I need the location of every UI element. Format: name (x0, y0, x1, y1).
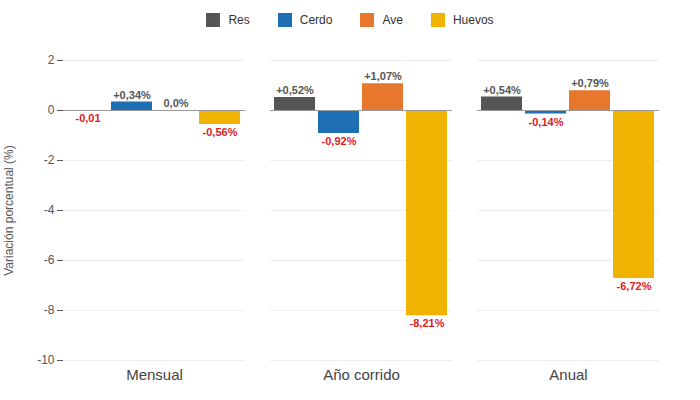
html-text:Ave: Ave (382, 13, 403, 27)
svg-text:Variación porcentual (%): Variación porcentual (%) (2, 145, 16, 276)
svg-text:-0,92%: -0,92% (322, 135, 357, 147)
svg-text:2: 2 (48, 53, 55, 67)
svg-text:-0,14%: -0,14% (529, 116, 564, 128)
svg-text:+0,54%: +0,54% (483, 84, 521, 96)
svg-text:Año corrido: Año corrido (323, 366, 400, 383)
svg-text:0: 0 (48, 103, 55, 117)
svg-text:-10: -10 (37, 353, 55, 367)
svg-text:-0,01: -0,01 (75, 112, 100, 124)
svg-text:-6,72%: -6,72% (617, 280, 652, 292)
svg-text:0,0%: 0,0% (163, 97, 188, 109)
html-text:Res: Res (228, 13, 250, 27)
svg-text:-8: -8 (44, 303, 55, 317)
html-text:Huevos: Huevos (452, 13, 494, 27)
svg-text:-8,21%: -8,21% (410, 317, 445, 329)
svg-text:Anual: Anual (549, 366, 587, 383)
svg-text:-0,56%: -0,56% (203, 126, 238, 138)
html-text:Cerdo: Cerdo (299, 13, 333, 27)
svg-text:-6: -6 (44, 253, 55, 267)
svg-text:+1,07%: +1,07% (364, 70, 402, 82)
svg-text:+0,79%: +0,79% (571, 77, 609, 89)
svg-text:+0,52%: +0,52% (276, 84, 314, 96)
svg-text:-4: -4 (44, 203, 55, 217)
svg-text:+0,34%: +0,34% (113, 89, 151, 101)
svg-text:-2: -2 (44, 153, 55, 167)
svg-text:Mensual: Mensual (126, 366, 183, 383)
